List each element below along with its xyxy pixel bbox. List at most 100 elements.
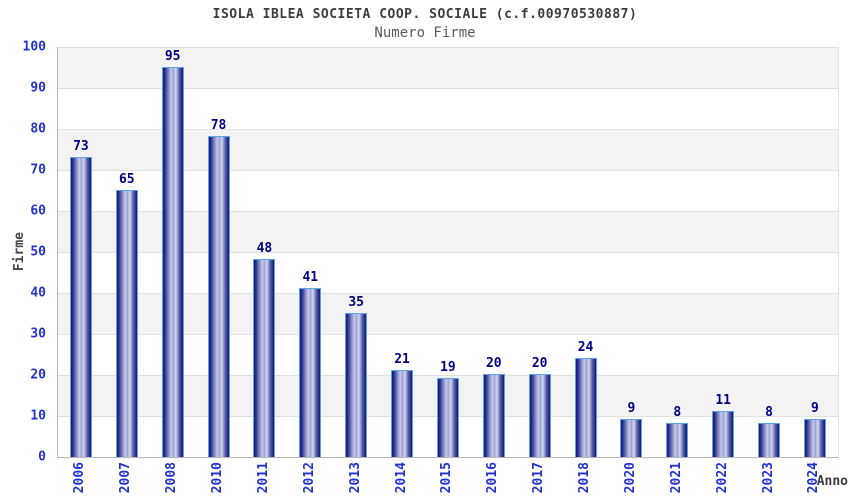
y-tick-label: 40 xyxy=(30,285,46,301)
plot-band xyxy=(58,252,838,293)
bar-slot: 24 xyxy=(563,47,609,457)
x-tick-slot: 2012 xyxy=(286,462,332,500)
x-tick-slot: 2011 xyxy=(241,462,287,500)
bar-value-label: 8 xyxy=(673,405,682,421)
bar-value-label: 9 xyxy=(627,401,636,417)
bars-container: 73 65 95 78 48 41 35 21 19 20 20 24 9 8 11 8 9 xyxy=(58,47,838,457)
y-tick-label: 0 xyxy=(38,449,46,465)
x-tick-slot: 2008 xyxy=(149,462,195,500)
plot-area: 73 65 95 78 48 41 35 21 19 20 20 24 9 8 11 8 9 xyxy=(57,47,839,458)
bar-slot: 20 xyxy=(471,47,517,457)
bar xyxy=(574,357,597,457)
bar-value-label: 24 xyxy=(577,339,594,355)
x-tick-slot: 2015 xyxy=(424,462,470,500)
y-tick-label: 80 xyxy=(30,121,46,137)
x-tick-label: 2014 xyxy=(393,462,409,494)
bar-value-label: 78 xyxy=(210,118,227,134)
bar-slot: 41 xyxy=(287,47,333,457)
plot-band xyxy=(58,293,838,334)
x-tick-slot: 2014 xyxy=(378,462,424,500)
y-tick-label: 60 xyxy=(30,203,46,219)
bar-value-label: 20 xyxy=(531,356,548,371)
plot-bands xyxy=(58,47,838,457)
bar-slot: 19 xyxy=(425,47,471,457)
x-tick-slot: 2021 xyxy=(653,462,699,500)
bar-value-label: 9 xyxy=(811,401,819,417)
x-tick-slot: 2020 xyxy=(608,462,654,500)
bar xyxy=(528,374,551,457)
x-tick-slot: 2023 xyxy=(745,462,791,500)
y-tick-label: 10 xyxy=(30,408,46,424)
x-tick-label: 2021 xyxy=(668,462,684,494)
x-tick-label: 2023 xyxy=(760,462,776,494)
bar xyxy=(482,374,505,457)
bar-slot: 8 xyxy=(746,47,792,457)
plot-band xyxy=(58,170,838,211)
x-tick-slot: 2022 xyxy=(699,462,745,500)
bar-slot: 48 xyxy=(242,47,288,457)
chart-title: ISOLA IBLEA SOCIETA COOP. SOCIALE (c.f.0… xyxy=(212,7,638,22)
x-tick-label: 2020 xyxy=(622,462,638,494)
x-tick-slot: 2010 xyxy=(195,462,241,500)
bar xyxy=(666,423,689,457)
chart-subtitle: Numero Firme xyxy=(374,25,476,41)
x-tick-label: 2015 xyxy=(439,462,455,494)
x-tick-label: 2006 xyxy=(72,462,88,494)
x-tick-slot: 2016 xyxy=(470,462,516,500)
bar-slot: 21 xyxy=(379,47,425,457)
bar xyxy=(207,136,230,457)
bar xyxy=(712,410,735,457)
x-axis: 2006 2007 2008 2010 2011 2012 2013 2014 2015 2016… xyxy=(57,462,837,500)
bar xyxy=(253,259,276,457)
x-tick-label: 2010 xyxy=(210,462,226,494)
x-tick-label: 2022 xyxy=(714,462,730,494)
y-tick-label: 30 xyxy=(30,326,46,342)
bar-value-label: 95 xyxy=(164,48,181,64)
bar-value-label: 65 xyxy=(118,171,135,187)
plot-band xyxy=(58,334,838,375)
x-tick-label: 2017 xyxy=(531,462,547,494)
bar-slot: 8 xyxy=(654,47,700,457)
bar-slot: 65 xyxy=(104,47,150,457)
x-tick-label: 2008 xyxy=(164,462,180,494)
y-tick-label: 100 xyxy=(22,39,46,55)
x-tick-slot: 2006 xyxy=(57,462,103,500)
x-tick-slot: 2013 xyxy=(332,462,378,500)
bar xyxy=(436,378,459,457)
plot-band xyxy=(58,47,838,88)
bar-value-label: 21 xyxy=(394,351,410,367)
bar-slot: 35 xyxy=(333,47,379,457)
bar xyxy=(803,419,826,457)
bar-value-label: 8 xyxy=(765,405,773,421)
bar-slot: 20 xyxy=(517,47,563,457)
x-tick-label: 2016 xyxy=(485,462,501,494)
bar-slot: 9 xyxy=(792,47,838,457)
bar-value-label: 48 xyxy=(256,241,273,257)
x-tick-label: 2018 xyxy=(577,462,593,494)
bar xyxy=(299,287,322,457)
bar-value-label: 41 xyxy=(302,269,319,285)
x-tick-label: 2007 xyxy=(118,462,134,494)
x-tick-label: 2012 xyxy=(301,462,317,494)
bar xyxy=(69,156,92,457)
x-tick-slot: 2017 xyxy=(516,462,562,500)
y-tick-label: 20 xyxy=(30,367,46,383)
x-tick-label: 2013 xyxy=(347,462,363,494)
y-tick-label: 90 xyxy=(30,80,46,96)
bar xyxy=(758,423,781,457)
y-tick-label: 70 xyxy=(30,162,46,178)
bar-slot: 73 xyxy=(58,47,104,457)
x-tick-slot: 2018 xyxy=(562,462,608,500)
bar xyxy=(161,66,184,457)
x-tick-slot: 2007 xyxy=(103,462,149,500)
bar xyxy=(345,312,368,457)
bar-slot: 9 xyxy=(609,47,655,457)
bar-value-label: 19 xyxy=(440,360,456,376)
y-tick-label: 50 xyxy=(30,244,46,260)
bar xyxy=(620,419,643,457)
bar-value-label: 35 xyxy=(348,294,365,310)
bar-slot: 95 xyxy=(150,47,196,457)
bar-slot: 11 xyxy=(700,47,746,457)
x-tick-label: 2011 xyxy=(255,462,271,494)
plot-band xyxy=(58,129,838,170)
